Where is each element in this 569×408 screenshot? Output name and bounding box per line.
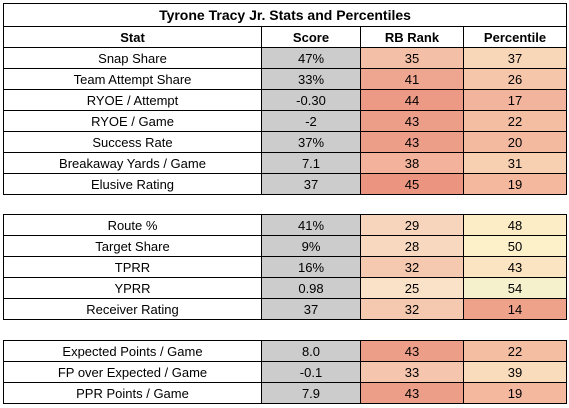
title-row: Tyrone Tracy Jr. Stats and Percentiles	[3, 3, 567, 27]
table-row: FP over Expected / Game -0.1 33 39	[3, 361, 567, 383]
table-row: Snap Share 47% 35 37	[3, 47, 567, 69]
table-row: Breakaway Yards / Game 7.1 38 31	[3, 152, 567, 174]
table-row: YPRR 0.98 25 54	[3, 277, 567, 299]
score-cell: 33%	[261, 68, 361, 90]
rb-rank-cell: 32	[360, 298, 464, 320]
stat-cell: Team Attempt Share	[3, 68, 262, 90]
score-cell: 41%	[261, 214, 361, 236]
score-cell: 47%	[261, 47, 361, 69]
score-cell: -2	[261, 110, 361, 132]
percentile-cell: 50	[463, 235, 567, 257]
rb-rank-cell: 32	[360, 256, 464, 278]
rb-rank-cell: 38	[360, 152, 464, 174]
rb-rank-cell: 29	[360, 214, 464, 236]
stat-cell: RYOE / Game	[3, 110, 262, 132]
rb-rank-cell: 44	[360, 89, 464, 111]
score-cell: 37%	[261, 131, 361, 153]
stat-cell: FP over Expected / Game	[3, 361, 262, 383]
percentile-cell: 48	[463, 214, 567, 236]
score-cell: -0.30	[261, 89, 361, 111]
stat-cell: Breakaway Yards / Game	[3, 152, 262, 174]
main-stats-table: Tyrone Tracy Jr. Stats and Percentiles S…	[3, 3, 567, 195]
percentile-cell: 22	[463, 110, 567, 132]
percentile-cell: 19	[463, 382, 567, 404]
percentile-cell: 19	[463, 173, 567, 195]
table-row: Receiver Rating 37 32 14	[3, 298, 567, 320]
table-row: Elusive Rating 37 45 19	[3, 173, 567, 195]
header-row: Stat Score RB Rank Percentile	[3, 26, 567, 48]
stat-cell: Receiver Rating	[3, 298, 262, 320]
table-row: Route % 41% 29 48	[3, 214, 567, 236]
percentile-cell: 14	[463, 298, 567, 320]
stat-cell: Route %	[3, 214, 262, 236]
header-rb-rank: RB Rank	[360, 26, 464, 48]
percentile-cell: 54	[463, 277, 567, 299]
rb-rank-cell: 43	[360, 340, 464, 362]
table-row: Expected Points / Game 8.0 43 22	[3, 340, 567, 362]
rb-rank-cell: 45	[360, 173, 464, 195]
stat-cell: Success Rate	[3, 131, 262, 153]
header-score: Score	[261, 26, 361, 48]
stat-cell: YPRR	[3, 277, 262, 299]
table-row: PPR Points / Game 7.9 43 19	[3, 382, 567, 404]
percentile-cell: 22	[463, 340, 567, 362]
stat-cell: Elusive Rating	[3, 173, 262, 195]
rb-rank-cell: 28	[360, 235, 464, 257]
percentile-cell: 17	[463, 89, 567, 111]
stat-cell: Target Share	[3, 235, 262, 257]
rb-rank-cell: 33	[360, 361, 464, 383]
score-cell: 7.9	[261, 382, 361, 404]
rb-rank-cell: 41	[360, 68, 464, 90]
stat-cell: RYOE / Attempt	[3, 89, 262, 111]
table-title: Tyrone Tracy Jr. Stats and Percentiles	[3, 3, 567, 27]
stat-cell: Snap Share	[3, 47, 262, 69]
header-percentile: Percentile	[463, 26, 567, 48]
table-row: Success Rate 37% 43 20	[3, 131, 567, 153]
score-cell: 16%	[261, 256, 361, 278]
table-row: RYOE / Game -2 43 22	[3, 110, 567, 132]
rb-rank-cell: 43	[360, 131, 464, 153]
percentile-cell: 26	[463, 68, 567, 90]
percentile-cell: 20	[463, 131, 567, 153]
percentile-cell: 37	[463, 47, 567, 69]
score-cell: 37	[261, 173, 361, 195]
table-row: TPRR 16% 32 43	[3, 256, 567, 278]
table-row: Team Attempt Share 33% 41 26	[3, 68, 567, 90]
score-cell: 9%	[261, 235, 361, 257]
points-stats-table: Expected Points / Game 8.0 43 22 FP over Exp…	[3, 340, 567, 404]
percentile-cell: 39	[463, 361, 567, 383]
table-row: RYOE / Attempt -0.30 44 17	[3, 89, 567, 111]
score-cell: 8.0	[261, 340, 361, 362]
score-cell: 7.1	[261, 152, 361, 174]
stat-cell: TPRR	[3, 256, 262, 278]
stat-cell: PPR Points / Game	[3, 382, 262, 404]
score-cell: 0.98	[261, 277, 361, 299]
score-cell: -0.1	[261, 361, 361, 383]
rb-rank-cell: 25	[360, 277, 464, 299]
percentile-cell: 43	[463, 256, 567, 278]
stat-cell: Expected Points / Game	[3, 340, 262, 362]
receiving-stats-table: Route % 41% 29 48 Target Share 9% 28 50 TPRR 16% 3…	[3, 214, 567, 320]
header-stat: Stat	[3, 26, 262, 48]
rb-rank-cell: 43	[360, 110, 464, 132]
rb-rank-cell: 35	[360, 47, 464, 69]
score-cell: 37	[261, 298, 361, 320]
rb-rank-cell: 43	[360, 382, 464, 404]
percentile-cell: 31	[463, 152, 567, 174]
table-row: Target Share 9% 28 50	[3, 235, 567, 257]
